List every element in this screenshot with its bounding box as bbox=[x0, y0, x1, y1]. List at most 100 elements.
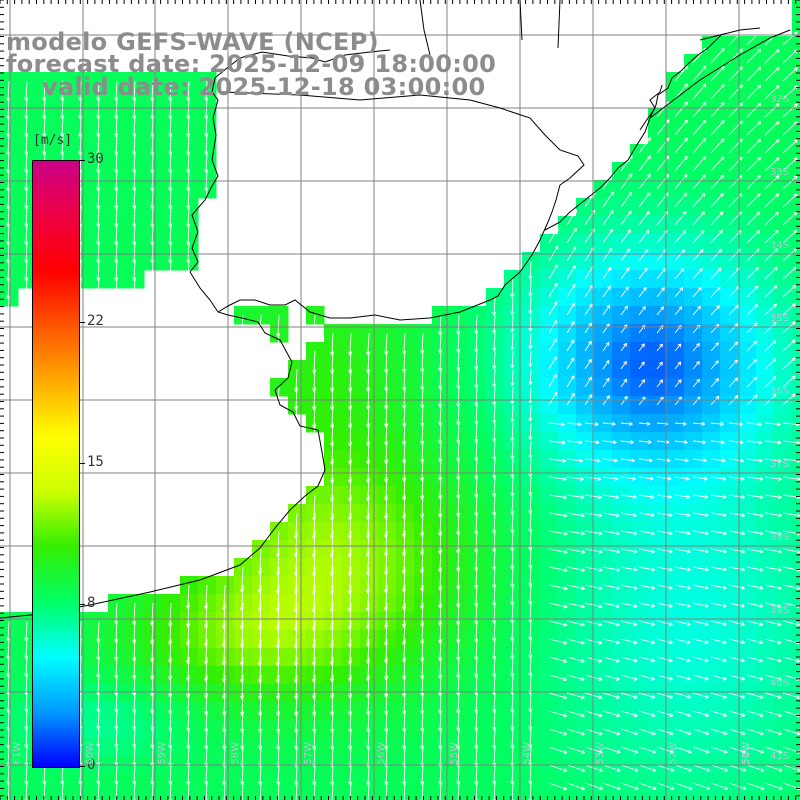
wind-arrow-head bbox=[630, 210, 632, 215]
wind-arrow bbox=[584, 322, 592, 334]
wind-arrow-head bbox=[631, 458, 636, 462]
wind-arrow-head bbox=[492, 673, 495, 677]
wind-arrow bbox=[115, 746, 118, 766]
wind-arrow-head bbox=[132, 115, 135, 119]
wind-arrow-head bbox=[96, 205, 99, 209]
wind-arrow-head bbox=[347, 608, 351, 612]
wind-arrow bbox=[746, 285, 759, 298]
wind-arrow-head bbox=[688, 712, 692, 717]
wind-arrow-head bbox=[649, 155, 651, 160]
wind-arrow-head bbox=[581, 588, 585, 591]
wind-arrow-head bbox=[455, 603, 459, 608]
wind-arrow bbox=[259, 584, 262, 612]
wind-arrow-head bbox=[511, 311, 515, 315]
wind-arrow-head bbox=[529, 417, 533, 422]
wind-arrow-head bbox=[723, 513, 727, 516]
field-cell bbox=[702, 234, 721, 253]
wind-arrow bbox=[313, 728, 316, 750]
wind-arrow bbox=[710, 530, 727, 535]
field-cell bbox=[612, 216, 631, 235]
wind-arrow-head bbox=[239, 695, 243, 700]
wind-arrow-head bbox=[626, 248, 631, 251]
wind-arrow-head bbox=[738, 102, 743, 105]
wind-arrow-head bbox=[168, 223, 171, 227]
field-cell bbox=[720, 216, 739, 235]
wind-arrow-head bbox=[598, 752, 603, 754]
field-cell bbox=[540, 324, 559, 343]
wind-arrow bbox=[421, 728, 424, 750]
wind-arrow bbox=[7, 764, 10, 785]
wind-arrow bbox=[746, 692, 764, 699]
wind-arrow-head bbox=[628, 191, 632, 195]
wind-arrow bbox=[169, 692, 172, 714]
wind-arrow bbox=[133, 620, 136, 644]
wind-arrow-head bbox=[312, 746, 315, 750]
wind-arrow bbox=[710, 710, 728, 717]
wind-arrow bbox=[566, 422, 582, 425]
wind-arrow bbox=[692, 120, 707, 136]
wind-arrow-head bbox=[595, 422, 599, 425]
field-cell bbox=[792, 180, 800, 199]
wind-arrow bbox=[529, 710, 532, 730]
wind-arrow-head bbox=[778, 603, 782, 608]
wind-arrow bbox=[475, 386, 478, 406]
wind-arrow-head bbox=[311, 661, 315, 666]
wind-arrow bbox=[205, 746, 208, 767]
wind-arrow-head bbox=[659, 361, 663, 364]
wind-arrow-head bbox=[348, 781, 351, 785]
field-cell bbox=[576, 324, 595, 343]
wind-arrow bbox=[782, 175, 798, 190]
wind-arrow-head bbox=[778, 713, 782, 717]
wind-arrow bbox=[79, 674, 82, 695]
wind-arrow-head bbox=[759, 603, 764, 607]
wind-arrow-head bbox=[724, 749, 728, 753]
wind-arrow bbox=[25, 638, 28, 659]
wind-arrow bbox=[97, 638, 100, 660]
wind-arrow-head bbox=[597, 476, 602, 480]
wind-arrow-head bbox=[169, 781, 173, 785]
wind-arrow-head bbox=[347, 590, 351, 594]
wind-arrow-head bbox=[722, 478, 726, 481]
wind-arrow-head bbox=[722, 30, 725, 35]
wind-arrow-head bbox=[793, 121, 798, 124]
wind-arrow bbox=[169, 728, 172, 749]
field-cell bbox=[792, 216, 800, 235]
field-cell bbox=[792, 324, 800, 343]
wind-arrow bbox=[7, 746, 10, 767]
wind-arrow-head bbox=[401, 710, 405, 715]
wind-arrow-head bbox=[329, 711, 333, 716]
wind-arrow bbox=[133, 260, 136, 281]
wind-arrow bbox=[674, 710, 691, 717]
wind-arrow-head bbox=[679, 379, 682, 384]
field-cell bbox=[630, 198, 649, 217]
wind-arrow bbox=[187, 782, 190, 800]
wind-arrow-head bbox=[79, 295, 83, 299]
wind-arrow bbox=[566, 638, 585, 644]
wind-arrow bbox=[782, 357, 796, 370]
wind-arrow-head bbox=[456, 349, 459, 353]
wind-arrow-head bbox=[186, 133, 189, 137]
wind-arrow-head bbox=[755, 341, 758, 345]
wind-arrow bbox=[674, 287, 684, 298]
wind-arrow bbox=[728, 422, 743, 425]
wind-arrow-head bbox=[528, 744, 531, 749]
wind-arrow-head bbox=[474, 745, 477, 749]
wind-arrow-head bbox=[778, 549, 782, 553]
wind-arrow-head bbox=[78, 151, 81, 155]
wind-arrow bbox=[205, 620, 208, 647]
wind-arrow bbox=[782, 266, 797, 280]
wind-arrow-head bbox=[311, 712, 315, 716]
wind-arrow bbox=[241, 746, 244, 767]
wind-arrow bbox=[403, 674, 406, 697]
wind-arrow-head bbox=[384, 728, 387, 732]
wind-arrow-head bbox=[579, 458, 584, 462]
wind-arrow-head bbox=[420, 727, 423, 732]
wind-arrow bbox=[403, 350, 406, 373]
wind-arrow bbox=[259, 674, 262, 700]
field-cell bbox=[648, 306, 667, 325]
wind-arrow-head bbox=[623, 378, 627, 382]
wind-arrow bbox=[656, 620, 673, 626]
wind-arrow bbox=[205, 188, 208, 209]
wind-arrow-head bbox=[683, 174, 688, 177]
wind-arrow bbox=[638, 764, 656, 772]
